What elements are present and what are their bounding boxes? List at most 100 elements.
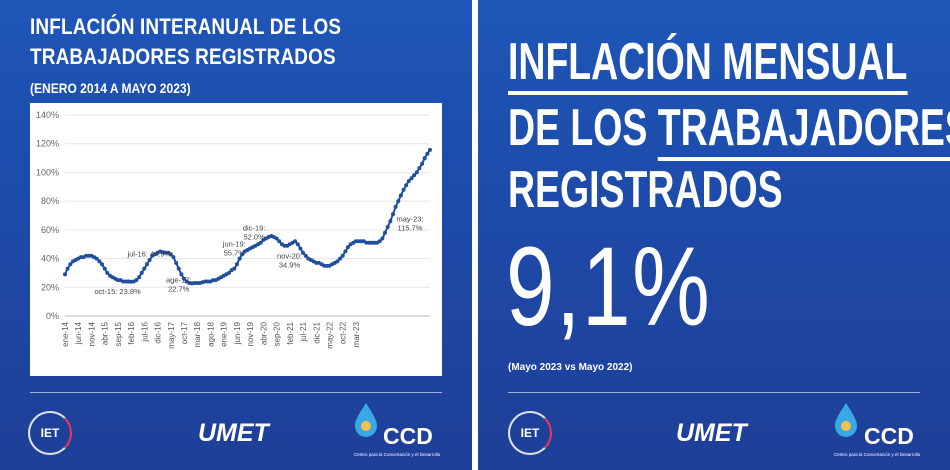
x-tick-label: jul-16: [140, 321, 149, 342]
y-tick-label: 60%: [41, 225, 59, 235]
data-point: [134, 278, 139, 283]
data-point: [179, 272, 184, 277]
x-tick-label: ene-14: [61, 321, 70, 346]
iet-logo: IET: [28, 411, 72, 455]
data-point: [391, 212, 395, 217]
data-point: [404, 183, 409, 188]
data-point: [343, 249, 348, 254]
data-point: [396, 199, 401, 204]
y-tick-label: 20%: [41, 282, 59, 292]
data-annotation: age-17:: [166, 276, 191, 285]
ccd-logo-subtitle: Centro para la Concertación y el Desarro…: [354, 452, 441, 457]
data-point: [385, 225, 390, 229]
line-chart: 0% 20% 40% 60% 80% 100% 120% 140% ene-14 jun-14 no…: [36, 110, 432, 349]
data-point: [68, 262, 73, 267]
data-point: [295, 242, 300, 247]
data-annotation: 34.9%: [279, 261, 301, 270]
x-tick-label: mar-23: [352, 321, 361, 347]
x-tick-label: dic-21: [312, 321, 321, 343]
data-point: [398, 193, 403, 198]
data-point: [137, 275, 142, 280]
data-point: [412, 173, 417, 178]
data-annotation: 55.7%: [224, 249, 246, 258]
data-annotation: nov-20:: [277, 252, 302, 261]
data-point: [409, 176, 414, 181]
data-point: [174, 260, 179, 265]
headline-line1-text: INFLACIÓN MENSUAL: [508, 33, 908, 95]
data-point: [176, 266, 181, 271]
data-annotation: 115.7%: [398, 223, 423, 232]
x-tick-label: ene-19: [220, 321, 229, 346]
headline-line2-b: TRABAJADORES: [657, 99, 950, 161]
series-line: [64, 149, 431, 285]
x-tick-label: ago-18: [206, 321, 215, 346]
data-point: [94, 256, 99, 261]
data-point: [147, 258, 152, 262]
ccd-logo-subtitle: Centro para la Concertación y el Desarro…: [834, 452, 921, 457]
x-tick-label: jul-21: [299, 321, 308, 342]
y-tick-label: 140%: [36, 110, 59, 120]
data-point: [274, 236, 279, 241]
data-point: [406, 179, 411, 183]
x-tick-label: may-22: [325, 321, 334, 348]
divider: [30, 392, 442, 393]
data-point: [301, 250, 305, 255]
ccd-logo-text: CCD: [383, 423, 433, 449]
data-point: [182, 276, 186, 281]
data-point: [401, 187, 406, 192]
x-tick-label: jun-19: [233, 321, 242, 345]
data-point: [377, 239, 382, 244]
data-point: [100, 262, 104, 267]
data-point: [97, 259, 102, 264]
data-point: [417, 166, 422, 171]
left-panel: INFLACIÓN INTERANUAL DE LOS TRABAJADORES…: [0, 0, 472, 470]
data-point: [338, 256, 343, 261]
umet-logo: UMET: [198, 419, 269, 447]
chart-subtitle: (ENERO 2014 A MAYO 2023): [30, 80, 191, 96]
data-point: [414, 170, 419, 175]
x-tick-label: may-17: [167, 321, 176, 348]
data-point: [232, 266, 237, 271]
x-tick-label: abr-20: [259, 321, 268, 345]
x-tick-label: feb-16: [127, 321, 136, 344]
data-point: [65, 266, 70, 271]
headline-line1: INFLACIÓN MENSUAL: [508, 32, 908, 95]
data-point: [380, 236, 385, 241]
ccd-logo-text: CCD: [864, 423, 914, 449]
comparison-note: (Mayo 2023 vs Mayo 2022): [508, 362, 633, 373]
x-tick-label: feb-21: [286, 321, 295, 344]
data-point: [335, 259, 340, 264]
data-point: [63, 272, 67, 277]
headline-line3: REGISTRADOS: [508, 161, 783, 219]
data-point: [145, 262, 149, 267]
data-point: [422, 156, 427, 161]
data-point: [420, 161, 425, 166]
data-point: [168, 252, 173, 257]
x-tick-label: dic-16: [154, 321, 163, 343]
y-tick-label: 80%: [41, 196, 59, 206]
data-point: [428, 147, 432, 152]
data-annotation: may-23:: [396, 214, 423, 223]
x-tick-label: sep-20: [273, 321, 282, 346]
data-annotation: jul-16: 44.9%: [126, 250, 171, 259]
data-annotation: jun-19:: [222, 240, 246, 249]
data-point: [237, 256, 242, 261]
data-point: [142, 266, 147, 271]
data-point: [102, 266, 107, 271]
data-point: [388, 219, 393, 224]
x-tick-label: nov-14: [87, 321, 96, 346]
data-point: [346, 245, 350, 250]
data-annotation: oct-15: 23.8%: [94, 287, 141, 296]
ccd-drop-icon: [355, 403, 377, 437]
right-panel: INFLACIÓN MENSUAL DE LOS TRABAJADORES RE…: [478, 0, 950, 470]
data-point: [340, 253, 345, 258]
chart-title-line2: TRABAJADORES REGISTRADOS: [30, 44, 336, 69]
monthly-inflation-value: 9,1%: [506, 224, 712, 349]
y-tick-label: 40%: [41, 254, 59, 264]
data-point: [105, 270, 110, 275]
data-annotation: 52.0%: [244, 233, 266, 242]
data-annotation: dic-19:: [243, 224, 266, 233]
umet-logo: UMET: [676, 419, 747, 447]
ccd-drop-icon: [835, 403, 857, 437]
y-tick-label: 120%: [36, 139, 59, 149]
